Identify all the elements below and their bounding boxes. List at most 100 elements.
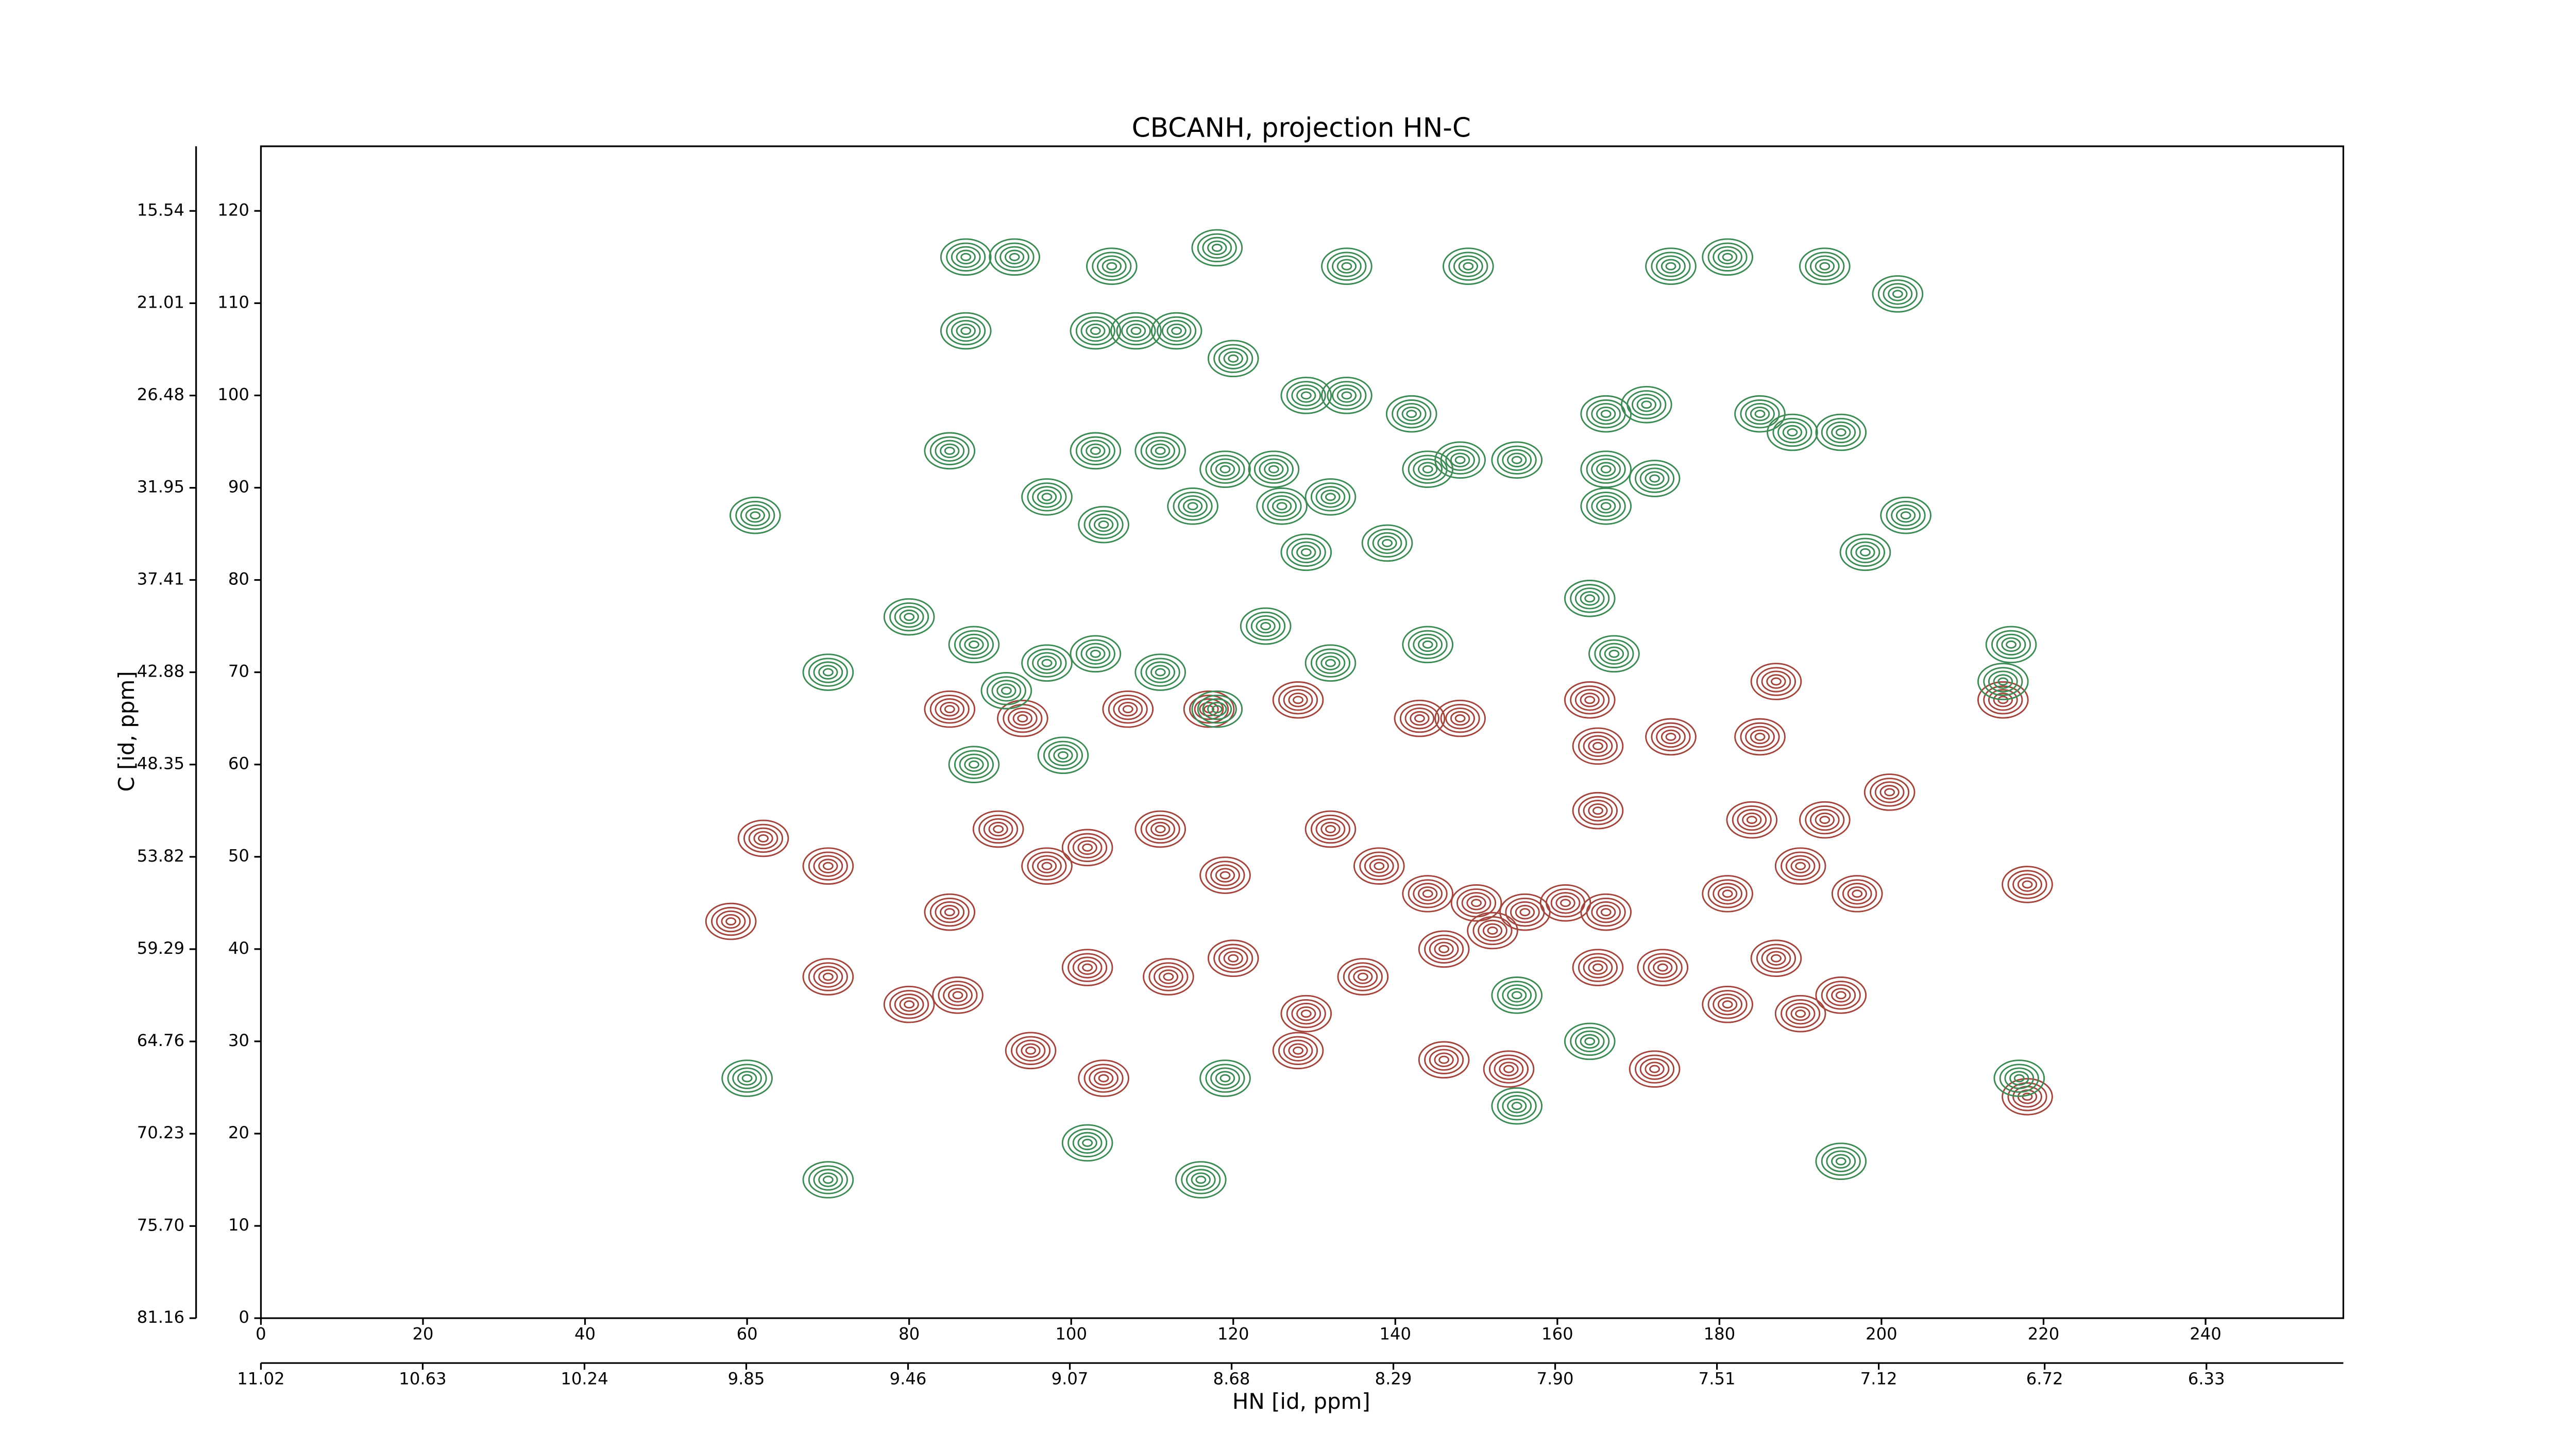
contour-ring <box>1246 611 1286 641</box>
contour-ring <box>989 238 1040 276</box>
contour-ring <box>1037 858 1057 873</box>
contour-ring <box>818 1172 838 1187</box>
contour-ring <box>889 602 929 632</box>
contour-ring <box>1374 862 1385 870</box>
contour-ring <box>996 699 1048 737</box>
contour-ring <box>1985 626 2037 664</box>
contour-ring <box>899 609 919 625</box>
x2-tick-label: 9.85 <box>728 1369 765 1388</box>
contour-ring <box>1487 926 1498 935</box>
contour-ring <box>1819 262 1831 271</box>
contour-ring <box>1815 1142 1867 1180</box>
contour-ring <box>968 640 979 649</box>
contour-ring <box>952 991 963 1000</box>
contour-ring <box>1977 681 2029 719</box>
contour-ring <box>1660 259 1681 274</box>
contour-ring <box>1434 699 1486 737</box>
peak <box>1304 810 1357 848</box>
contour-ring <box>1353 969 1373 984</box>
contour-ring <box>1145 440 1176 462</box>
x2-tick-label: 7.90 <box>1537 1369 1574 1388</box>
y-tick-label: 80 <box>228 569 249 589</box>
contour-ring <box>1280 533 1332 571</box>
contour-ring <box>1021 478 1073 516</box>
contour-ring <box>1211 243 1223 252</box>
contour-ring <box>818 858 838 873</box>
contour-ring <box>932 976 984 1014</box>
contour-ring <box>1385 395 1437 433</box>
contour-ring <box>1491 1087 1543 1125</box>
contour-ring <box>1161 319 1192 342</box>
contour-ring <box>1511 991 1522 1000</box>
peak <box>1321 377 1372 414</box>
contour-ring <box>1320 490 1341 504</box>
contour-ring <box>1402 450 1454 488</box>
contour-ring <box>1361 524 1413 562</box>
x-tick-label: 140 <box>1380 1324 1412 1343</box>
contour-ring <box>1507 1099 1527 1114</box>
contour-ring <box>1770 954 1782 963</box>
contour-ring <box>1702 985 1753 1023</box>
contour-ring <box>1032 855 1062 877</box>
contour-ring <box>1191 229 1243 267</box>
peak <box>1280 995 1332 1033</box>
peak <box>1061 829 1113 867</box>
contour-ring <box>1482 923 1503 938</box>
contour-ring <box>1178 495 1208 517</box>
contour-ring <box>1445 449 1475 471</box>
contour-ring <box>1746 816 1757 824</box>
contour-ring <box>968 760 979 769</box>
peak <box>1726 801 1778 839</box>
contour-ring <box>1570 584 1610 613</box>
y2-tick-label: 64.76 <box>137 1031 184 1050</box>
contour-ring <box>753 831 773 846</box>
contour-ring <box>1722 252 1733 261</box>
contour-ring <box>1785 1002 1816 1025</box>
peak <box>1385 395 1437 433</box>
contour-ring <box>1256 618 1276 634</box>
contour-ring <box>1296 1006 1316 1021</box>
peak <box>883 598 935 636</box>
contour-ring <box>1497 981 1537 1010</box>
x2-tick-label: 8.29 <box>1375 1369 1412 1388</box>
contour-ring <box>956 249 976 265</box>
contour-ring <box>1404 707 1435 730</box>
contour-ring <box>1653 960 1673 975</box>
peak <box>1021 644 1073 682</box>
contour-ring <box>1777 421 1807 444</box>
contour-ring <box>993 825 1004 833</box>
contour-ring <box>1098 1074 1109 1083</box>
contour-ring <box>1983 667 2023 696</box>
contour-ring <box>1467 912 1518 950</box>
contour-ring <box>1067 953 1108 982</box>
contour-ring <box>1440 703 1480 733</box>
contour-ring <box>745 508 766 523</box>
contour-ring <box>1831 425 1851 440</box>
contour-ring <box>1321 377 1372 414</box>
contour-ring <box>1761 947 1791 969</box>
contour-ring <box>1017 714 1028 723</box>
contour-ring <box>1218 947 1248 969</box>
contour-ring <box>1507 452 1527 467</box>
contour-ring <box>1442 247 1494 285</box>
contour-ring <box>1717 249 1738 265</box>
peak <box>1491 976 1543 1014</box>
plot-frame <box>260 145 2344 1319</box>
contour-ring <box>1592 742 1603 750</box>
contour-ring <box>1761 670 1791 693</box>
contour-ring <box>1574 1030 1605 1053</box>
contour-ring <box>1336 259 1357 274</box>
contour-ring <box>1288 693 1308 707</box>
contour-ring <box>1839 533 1891 571</box>
contour-ring <box>1578 731 1618 761</box>
contour-ring <box>1280 995 1332 1033</box>
contour-ring <box>972 810 1024 848</box>
x-tick-label: 220 <box>2028 1324 2060 1343</box>
contour-ring <box>1453 255 1483 277</box>
contour-ring <box>1061 829 1113 867</box>
contour-ring <box>1413 633 1443 656</box>
contour-ring <box>1187 502 1198 511</box>
peak <box>989 238 1040 276</box>
contour-ring <box>1795 862 1806 870</box>
peak <box>1580 893 1632 931</box>
